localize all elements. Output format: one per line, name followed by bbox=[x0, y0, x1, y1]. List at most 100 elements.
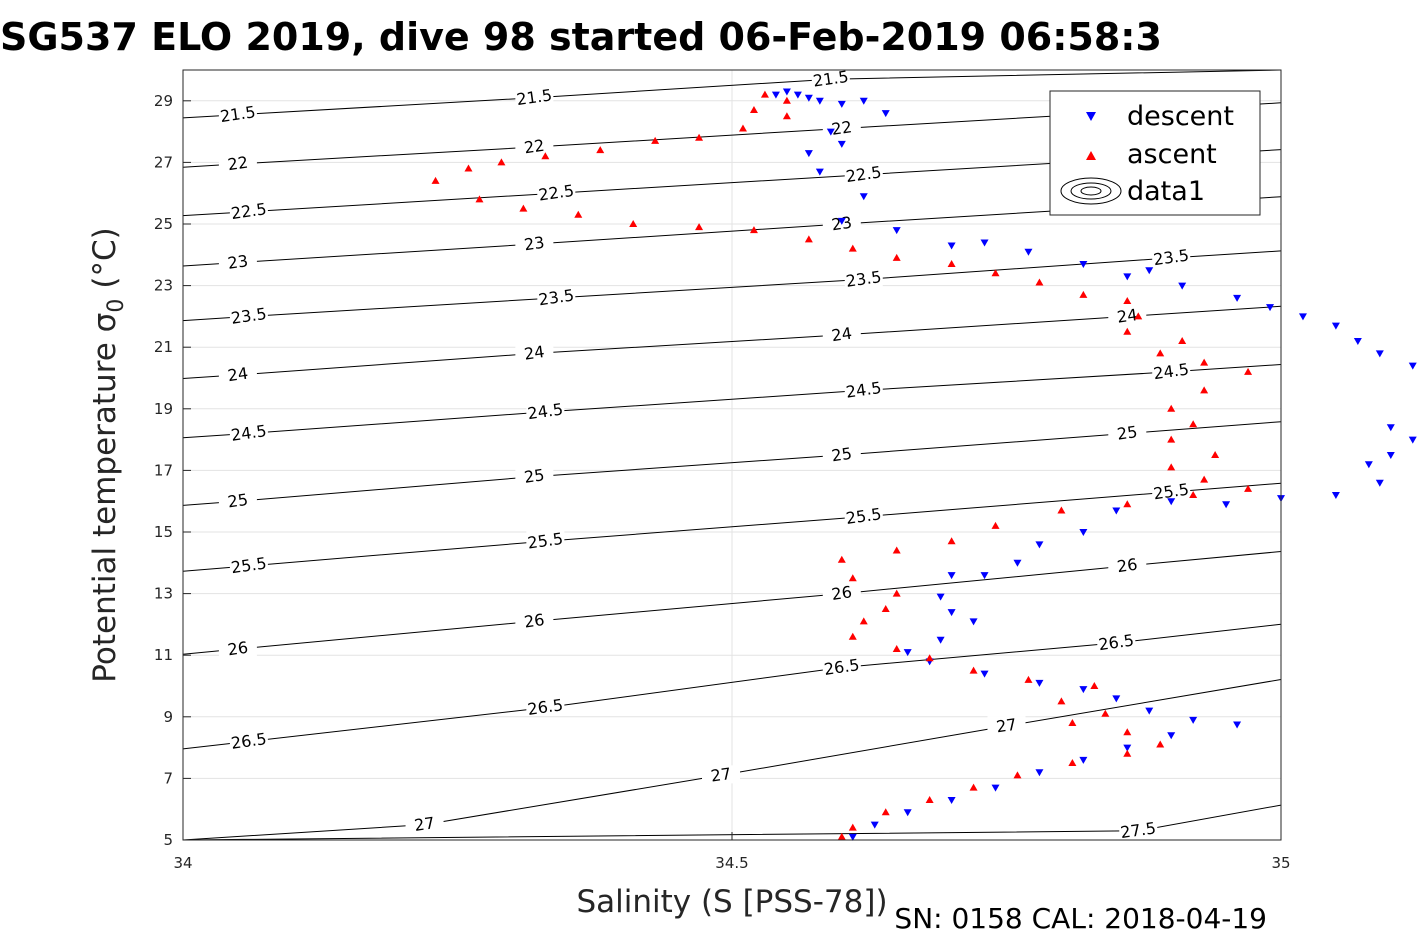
ascent-point bbox=[1090, 682, 1099, 689]
y-axis-label-subscript: 0 bbox=[104, 299, 129, 313]
ascent-point bbox=[1134, 312, 1143, 320]
descent-point bbox=[980, 670, 989, 678]
ascent-point bbox=[892, 589, 901, 597]
contour-label-bg bbox=[1108, 306, 1147, 325]
ascent-point bbox=[1178, 337, 1187, 345]
contour-label-bg bbox=[537, 287, 576, 306]
ascent-point bbox=[760, 90, 769, 98]
descent-point bbox=[1178, 282, 1187, 290]
ascent-point bbox=[1200, 386, 1209, 394]
descent-point bbox=[1079, 529, 1088, 536]
ascent-point bbox=[881, 605, 890, 612]
descent-series bbox=[771, 88, 1417, 841]
contour-label: 21.5 bbox=[812, 67, 850, 91]
contour-label: 22 bbox=[523, 136, 546, 158]
ascent-point bbox=[892, 546, 901, 554]
descent-point bbox=[1079, 686, 1088, 694]
descent-point bbox=[1408, 436, 1417, 444]
density-contours: 21.521.521.522222222.522.522.52323232323… bbox=[182, 67, 1282, 842]
contour-label-bg bbox=[515, 234, 554, 253]
descent-point bbox=[1353, 338, 1362, 346]
descent-point bbox=[1123, 744, 1132, 752]
contour-label: 22.5 bbox=[537, 181, 575, 205]
ascent-point bbox=[969, 783, 978, 791]
descent-point bbox=[804, 94, 813, 102]
ascent-point bbox=[859, 617, 868, 625]
descent-point bbox=[1386, 452, 1395, 459]
ascent-point bbox=[969, 666, 978, 674]
contour-label-bg bbox=[229, 201, 268, 220]
ascent-point bbox=[1024, 675, 1033, 683]
ascent-point bbox=[431, 176, 440, 184]
descent-point bbox=[1167, 732, 1176, 740]
ascent-point bbox=[848, 823, 857, 831]
contour-label: 23.5 bbox=[230, 304, 268, 328]
descent-point bbox=[826, 128, 835, 136]
contour-label: 27 bbox=[413, 813, 436, 835]
descent-point bbox=[969, 618, 978, 626]
descent-point bbox=[870, 821, 879, 829]
descent-point bbox=[1364, 461, 1373, 469]
y-tick-label: 13 bbox=[154, 585, 173, 603]
ascent-point bbox=[1013, 771, 1022, 779]
ascent-point bbox=[464, 164, 473, 172]
contour-label-bg bbox=[218, 153, 257, 172]
descent-point bbox=[903, 649, 912, 657]
ascent-point bbox=[519, 204, 528, 212]
contour-label-bg bbox=[229, 306, 268, 325]
contour-label-bg bbox=[229, 423, 268, 442]
descent-point bbox=[1233, 721, 1242, 729]
descent-point bbox=[1079, 756, 1088, 764]
ascent-point bbox=[1079, 290, 1088, 298]
y-tick-label: 9 bbox=[163, 708, 173, 726]
ascent-point bbox=[1068, 718, 1077, 726]
ascent-point bbox=[782, 112, 791, 120]
contour-label: 25 bbox=[523, 465, 546, 487]
x-tick-label: 35 bbox=[1271, 854, 1290, 872]
legend-ascent-marker bbox=[1086, 151, 1096, 160]
contour-label: 23.5 bbox=[537, 286, 575, 310]
ascent-point bbox=[1123, 749, 1132, 757]
descent-point bbox=[859, 97, 868, 105]
contour-label: 25 bbox=[830, 444, 853, 466]
contour-label-bg bbox=[537, 183, 576, 202]
descent-point bbox=[947, 609, 956, 617]
legend: descent ascent data1 bbox=[1049, 90, 1261, 216]
y-axis-label: Potential temperature σ0 (°C) bbox=[87, 227, 129, 682]
contour-label-bg bbox=[229, 555, 268, 574]
contour-label: 23 bbox=[523, 233, 546, 255]
ascent-point bbox=[497, 158, 506, 166]
y-tick-label: 29 bbox=[154, 92, 173, 110]
ascent-point bbox=[848, 244, 857, 252]
descent-point bbox=[837, 100, 846, 108]
contour-label-bg bbox=[218, 104, 257, 123]
ascent-point bbox=[1057, 506, 1066, 514]
contour-label-bg bbox=[844, 506, 883, 525]
contour-label: 25 bbox=[226, 490, 249, 512]
ascent-point bbox=[1200, 358, 1209, 366]
contour-label-bg bbox=[822, 324, 861, 343]
ascent-point bbox=[837, 832, 846, 840]
y-tick-label: 23 bbox=[154, 277, 173, 295]
contour-label-bg bbox=[218, 491, 257, 510]
ascent-point bbox=[892, 253, 901, 261]
contour-label: 23.5 bbox=[845, 267, 883, 291]
contour-label-bg bbox=[1152, 361, 1191, 380]
ascent-point bbox=[1123, 297, 1132, 304]
contour-label-bg bbox=[822, 445, 861, 463]
contour-label: 25.5 bbox=[526, 529, 564, 553]
descent-point bbox=[1013, 559, 1022, 567]
ascent-point bbox=[991, 269, 1000, 277]
ascent-point bbox=[1057, 697, 1066, 705]
ascent-point bbox=[892, 645, 901, 653]
contour-label: 24.5 bbox=[845, 378, 883, 402]
contour-label-bg bbox=[811, 69, 850, 88]
contour-label-bg bbox=[844, 164, 883, 183]
descent-point bbox=[903, 809, 912, 817]
descent-point bbox=[1331, 322, 1340, 330]
descent-point bbox=[837, 140, 846, 148]
descent-point bbox=[881, 110, 890, 118]
descent-point bbox=[1189, 716, 1198, 724]
contour-label: 26 bbox=[226, 638, 249, 660]
ascent-point bbox=[1035, 278, 1044, 286]
